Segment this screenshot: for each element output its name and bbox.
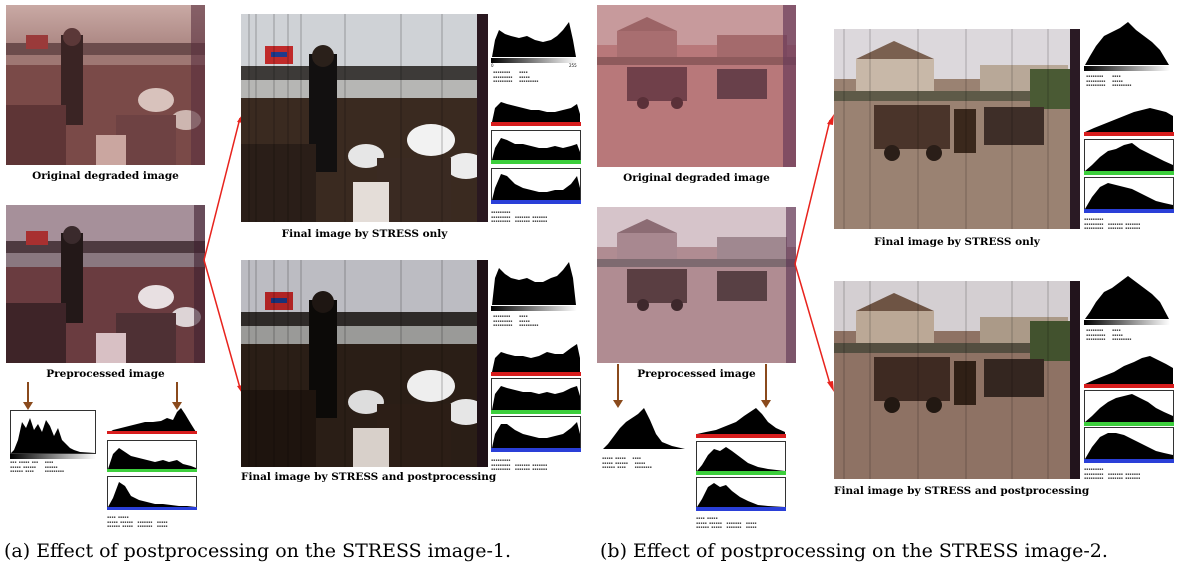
stats-b-gray: ▪▪▪▪▪ ▪▪▪▪▪ ▪▪▪▪ ▪▪▪▪▪ ▪▪▪▪▪▪ ▪▪▪▪▪ ▪▪▪▪… <box>602 456 652 470</box>
gray-scale-bar-stress-only-a <box>491 58 577 63</box>
stats-stress-only-b-gray: ▪▪▪▪▪▪▪▪ ▪▪▪▪ ▪▪▪▪▪▪▪▪▪ ▪▪▪▪▪ ▪▪▪▪▪▪▪▪▪ … <box>1086 74 1132 88</box>
original-degraded-image-b <box>597 5 796 167</box>
green-histogram-stress-post-b <box>1084 390 1174 426</box>
gray-scale-bar-stress-post-a <box>491 306 577 311</box>
gray-scale-bar-stress-post-b <box>1084 320 1170 325</box>
axis-max-stress-only-a: 255 <box>569 63 577 68</box>
gray-scale-bar-a <box>10 454 96 459</box>
caption-b: (b) Effect of postprocessing on the STRE… <box>600 540 1108 562</box>
red-histogram-preprocessed-a <box>107 404 197 434</box>
gray-histogram-preprocessed-a <box>10 410 96 454</box>
arrows-preprocessed-a <box>23 382 182 410</box>
stats-stress-only-b-rgb: ▪▪▪▪▪▪▪▪▪ ▪▪▪▪▪▪▪▪▪ ▪▪▪▪▪▪▪ ▪▪▪▪▪▪▪ ▪▪▪▪… <box>1084 217 1141 231</box>
original-degraded-image-a <box>6 5 205 165</box>
red-histogram-stress-post-a <box>491 340 581 376</box>
label-stress-postprocessing-a: Final image by STRESS and postprocessing <box>241 471 497 483</box>
label-preprocessed-image-a: Preprocessed image <box>46 368 165 380</box>
arrows-to-final-b <box>794 114 834 392</box>
gray-histogram-stress-only-a <box>491 10 577 58</box>
red-histogram-stress-only-b <box>1084 102 1174 136</box>
blue-histogram-stress-post-a <box>491 416 581 452</box>
final-image-stress-postprocessing-b <box>834 281 1080 479</box>
blue-histogram-preprocessed-a <box>107 476 197 510</box>
green-histogram-stress-only-a <box>491 130 581 164</box>
stats-stress-post-b-rgb: ▪▪▪▪▪▪▪▪▪ ▪▪▪▪▪▪▪▪▪ ▪▪▪▪▪▪▪ ▪▪▪▪▪▪▪ ▪▪▪▪… <box>1084 467 1141 481</box>
red-histogram-stress-only-a <box>491 94 581 126</box>
stats-stress-post-a-gray: ▪▪▪▪▪▪▪▪ ▪▪▪▪ ▪▪▪▪▪▪▪▪▪ ▪▪▪▪▪ ▪▪▪▪▪▪▪▪▪ … <box>493 314 539 328</box>
red-histogram-stress-post-b <box>1084 352 1174 388</box>
stats-a-gray: ▪▪▪ ▪▪▪▪▪ ▪▪▪ ▪▪▪▪ ▪▪▪▪▪ ▪▪▪▪▪▪ ▪▪▪▪▪▪ ▪… <box>10 460 65 474</box>
stats-b-rgb: ▪▪▪▪ ▪▪▪▪▪ ▪▪▪▪▪ ▪▪▪▪▪▪ ▪▪▪▪▪▪▪ ▪▪▪▪▪ ▪▪… <box>696 516 757 530</box>
arrows-preprocessed-b <box>613 364 771 408</box>
stats-a-rgb: ▪▪▪▪ ▪▪▪▪▪ ▪▪▪▪▪ ▪▪▪▪▪▪ ▪▪▪▪▪▪▪ ▪▪▪▪▪ ▪▪… <box>107 515 168 529</box>
gray-histogram-stress-post-a <box>491 258 577 306</box>
green-histogram-preprocessed-a <box>107 440 197 472</box>
gray-histogram-stress-only-b <box>1084 18 1170 66</box>
stats-stress-post-b-gray: ▪▪▪▪▪▪▪▪ ▪▪▪▪ ▪▪▪▪▪▪▪▪▪ ▪▪▪▪▪ ▪▪▪▪▪▪▪▪▪ … <box>1086 328 1132 342</box>
green-histogram-preprocessed-b <box>696 441 786 475</box>
axis-min-stress-only-a: 0 <box>491 63 494 68</box>
label-stress-only-b: Final image by STRESS only <box>874 236 1040 248</box>
final-image-stress-only-b <box>834 29 1080 229</box>
label-preprocessed-image-b: Preprocessed image <box>637 368 756 380</box>
stats-stress-post-a-rgb: ▪▪▪▪▪▪▪▪▪ ▪▪▪▪▪▪▪▪▪ ▪▪▪▪▪▪▪ ▪▪▪▪▪▪▪ ▪▪▪▪… <box>491 458 548 472</box>
caption-a: (a) Effect of postprocessing on the STRE… <box>4 540 512 562</box>
gray-histogram-preprocessed-b <box>602 404 686 450</box>
label-stress-postprocessing-b: Final image by STRESS and postprocessing <box>834 485 1090 497</box>
gray-histogram-stress-post-b <box>1084 272 1170 320</box>
blue-histogram-stress-post-b <box>1084 427 1174 463</box>
stats-stress-only-a-gray: ▪▪▪▪▪▪▪▪ ▪▪▪▪ ▪▪▪▪▪▪▪▪▪ ▪▪▪▪▪ ▪▪▪▪▪▪▪▪▪ … <box>493 70 539 84</box>
blue-histogram-preprocessed-b <box>696 477 786 511</box>
label-original-degraded-image-a: Original degraded image <box>32 170 179 182</box>
green-histogram-stress-only-b <box>1084 139 1174 175</box>
red-histogram-preprocessed-b <box>696 404 786 438</box>
gray-scale-bar-stress-only-b <box>1084 66 1170 71</box>
preprocessed-image-b <box>597 207 796 363</box>
label-stress-only-a: Final image by STRESS only <box>281 228 448 240</box>
stats-stress-only-a-rgb: ▪▪▪▪▪▪▪▪▪ ▪▪▪▪▪▪▪▪▪ ▪▪▪▪▪▪▪ ▪▪▪▪▪▪▪ ▪▪▪▪… <box>491 210 548 224</box>
final-image-stress-only-a <box>241 14 488 222</box>
green-histogram-stress-post-a <box>491 378 581 414</box>
final-image-stress-postprocessing-a <box>241 260 488 467</box>
blue-histogram-stress-only-a <box>491 168 581 204</box>
preprocessed-image-a <box>6 205 205 363</box>
blue-histogram-stress-only-b <box>1084 177 1174 213</box>
label-original-degraded-image-b: Original degraded image <box>623 172 770 184</box>
